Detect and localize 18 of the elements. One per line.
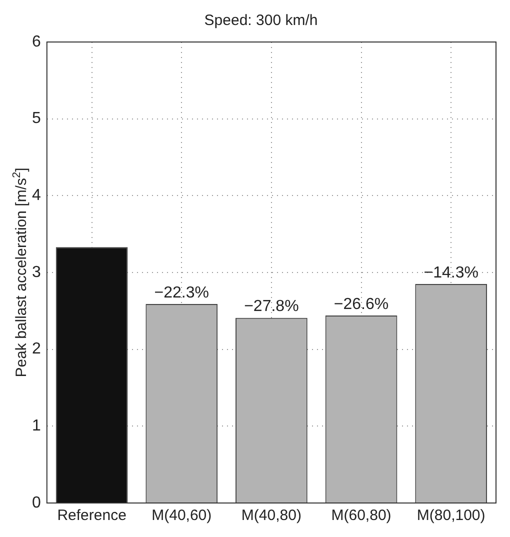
annotation: −22.3%	[154, 284, 209, 302]
annotation: −27.8%	[244, 298, 299, 316]
y-tick-label: 4	[32, 187, 41, 204]
chart-title: Speed: 300 km/h	[204, 12, 318, 30]
y-tick-label: 0	[32, 494, 41, 512]
annotation: −26.6%	[334, 296, 389, 313]
y-tick-label: 2	[32, 340, 41, 358]
x-tick-label: Reference	[57, 507, 126, 524]
y-axis-title: Peak ballast acceleration [m/s2]	[11, 168, 30, 378]
x-tick-label: M(80,100)	[416, 507, 486, 524]
y-tick-label: 6	[32, 33, 41, 50]
annotation: −14.3%	[424, 264, 478, 282]
x-tick-label: M(60,80)	[331, 507, 392, 524]
y-tick-label: 3	[32, 264, 41, 281]
y-tick-label: 5	[32, 110, 41, 128]
x-tick-label: M(40,80)	[241, 507, 302, 524]
x-tick-label: M(40,60)	[152, 507, 212, 524]
y-tick-label: 1	[32, 418, 41, 435]
